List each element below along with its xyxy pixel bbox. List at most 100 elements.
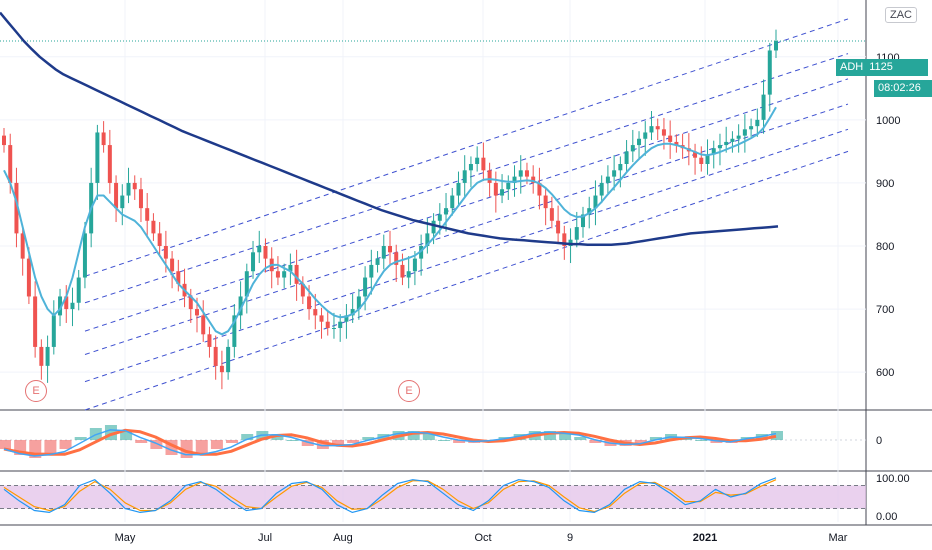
candle-body bbox=[437, 214, 442, 221]
macd-histogram-bar bbox=[44, 440, 57, 455]
candle-body bbox=[39, 346, 44, 366]
macd-histogram-bar bbox=[210, 440, 223, 449]
candle-body bbox=[624, 151, 629, 164]
stochastic-panel[interactable] bbox=[0, 477, 866, 514]
candle-body bbox=[26, 258, 31, 297]
macd-histogram-bar bbox=[634, 440, 647, 443]
candle-body bbox=[711, 148, 716, 155]
price-panel[interactable] bbox=[0, 11, 866, 411]
macd-histogram-bar bbox=[347, 440, 360, 443]
macd-histogram-bar bbox=[332, 440, 345, 446]
time-tick-label: 9 bbox=[567, 532, 573, 544]
candle-body bbox=[307, 296, 312, 310]
candle-body bbox=[226, 346, 231, 373]
macd-histogram-bar bbox=[316, 440, 329, 449]
candle-body bbox=[618, 164, 623, 171]
candle-body bbox=[742, 129, 747, 136]
candle-body bbox=[350, 309, 355, 316]
stochastic-band bbox=[0, 485, 866, 509]
candle-body bbox=[338, 321, 343, 328]
candle-body bbox=[736, 135, 741, 139]
candle-body bbox=[524, 170, 529, 177]
candle-body bbox=[456, 182, 461, 196]
channel-line-upper-mid bbox=[84, 53, 849, 304]
candle-body bbox=[263, 246, 268, 259]
symbol-label: ADH bbox=[840, 61, 864, 73]
channel-line-lower-mid bbox=[84, 128, 849, 383]
candle-body bbox=[375, 258, 380, 265]
candle-body bbox=[300, 283, 305, 297]
candle-body bbox=[207, 334, 212, 347]
candle-body bbox=[219, 365, 224, 373]
time-axis[interactable]: May Jul Aug Oct 9 2021 Mar bbox=[115, 532, 848, 544]
candle-body bbox=[475, 157, 480, 164]
time-tick-label: Aug bbox=[333, 532, 353, 544]
candle-body bbox=[761, 94, 766, 120]
macd-histogram-bar bbox=[135, 440, 148, 443]
macd-histogram-bar bbox=[59, 440, 72, 449]
candle-body bbox=[749, 126, 754, 130]
macd-histogram-bar bbox=[120, 431, 133, 440]
candle-body bbox=[637, 138, 642, 146]
candle-body bbox=[574, 227, 579, 240]
macd-histogram-bar bbox=[589, 440, 602, 443]
macd-histogram-bar bbox=[301, 440, 314, 446]
last-price-badge: ADH 1125 bbox=[836, 59, 928, 76]
candle-body bbox=[33, 296, 38, 347]
candle-body bbox=[344, 315, 349, 322]
candle-body bbox=[705, 154, 710, 164]
candle-body bbox=[630, 145, 635, 152]
candle-body bbox=[556, 220, 561, 234]
candle-body bbox=[717, 145, 722, 149]
candle-body bbox=[506, 182, 511, 190]
price-tick-label: 700 bbox=[876, 304, 894, 316]
macd-signal-line bbox=[3, 428, 777, 456]
fast-moving-average bbox=[3, 106, 777, 336]
candle-body bbox=[232, 315, 237, 347]
macd-histogram-bar bbox=[150, 440, 163, 449]
candle-body bbox=[331, 328, 336, 329]
candle-body bbox=[444, 208, 449, 215]
candle-body bbox=[76, 277, 81, 303]
candle-body bbox=[51, 315, 56, 347]
candle-body bbox=[282, 271, 287, 278]
macd-histogram-bar bbox=[226, 440, 239, 443]
candle-body bbox=[543, 195, 548, 209]
candle-body bbox=[188, 296, 193, 310]
grid-lines bbox=[0, 0, 932, 526]
candle-body bbox=[406, 271, 411, 278]
channel-line-lower bbox=[84, 150, 849, 411]
candle-body bbox=[157, 233, 162, 246]
candle-body bbox=[581, 214, 585, 228]
candle-body bbox=[101, 132, 106, 146]
candle-body bbox=[145, 208, 150, 221]
candle-body bbox=[151, 220, 156, 234]
candle-body bbox=[58, 296, 63, 316]
candle-body bbox=[14, 182, 19, 234]
channel-line-mid-upper bbox=[84, 78, 849, 332]
macd-panel[interactable] bbox=[0, 425, 866, 458]
candle-body bbox=[537, 182, 542, 196]
stochastic-k-line bbox=[3, 477, 777, 514]
macd-histogram-bar bbox=[0, 440, 11, 449]
bar-countdown: 08:02:26 bbox=[874, 80, 932, 97]
earnings-marker[interactable]: E bbox=[398, 380, 420, 402]
time-tick-label: May bbox=[115, 532, 136, 544]
candle-body bbox=[70, 302, 75, 310]
candle-body bbox=[82, 233, 87, 278]
candle-body bbox=[45, 346, 50, 366]
earnings-marker[interactable]: E bbox=[25, 380, 47, 402]
candle-body bbox=[394, 252, 399, 265]
candle-body bbox=[176, 271, 181, 284]
candle-body bbox=[767, 50, 772, 95]
stoch-tick-label: 0.00 bbox=[876, 511, 897, 523]
candle-body bbox=[649, 126, 654, 133]
candle-body bbox=[755, 119, 760, 127]
stoch-tick-label: 100.00 bbox=[876, 473, 910, 485]
candle-body bbox=[138, 189, 143, 209]
candle-body bbox=[213, 346, 218, 366]
candle-body bbox=[724, 141, 729, 146]
candle-body bbox=[605, 176, 610, 183]
